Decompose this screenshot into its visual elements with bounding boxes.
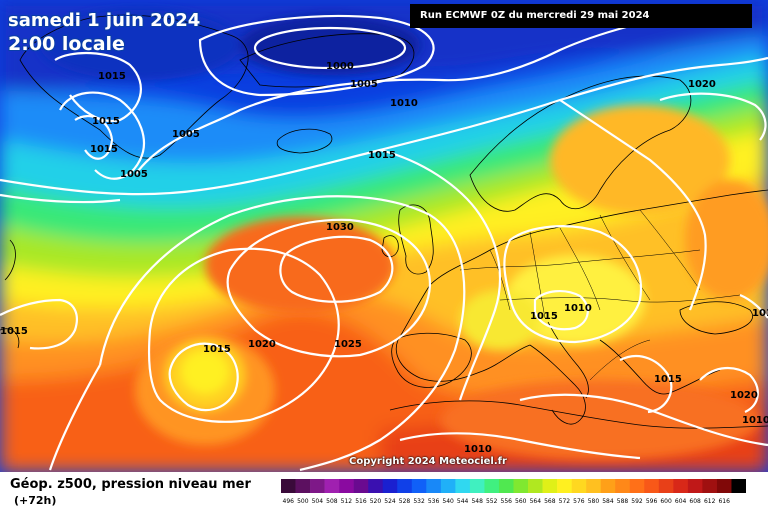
scale-swatch: [353, 479, 369, 493]
scale-tick-label: 584: [602, 498, 614, 505]
scale-swatch: [615, 479, 631, 493]
scale-tick-label: 540: [442, 498, 454, 505]
isobar-label: 1010: [464, 444, 492, 455]
scale-tick-label: 508: [326, 498, 338, 505]
isobar-label: 1015: [654, 374, 682, 385]
isobar-label: 1020: [730, 390, 758, 401]
isobar-label: 1005: [172, 129, 200, 140]
isobars: [0, 8, 768, 472]
scale-tick-label: 596: [646, 498, 658, 505]
scale-tick-label: 496: [283, 498, 295, 505]
scale-swatch: [644, 479, 660, 493]
isobar-label: 1020: [688, 79, 716, 90]
scale-tick-label: 532: [413, 498, 425, 505]
scale-swatch: [571, 479, 587, 493]
isobar-label: 1010: [564, 303, 592, 314]
isobar-label: 1010: [390, 98, 418, 109]
scale-swatch: [629, 479, 645, 493]
scale-tick-label: 504: [312, 498, 324, 505]
forecast-date: samedi 1 juin 2024: [8, 10, 201, 31]
scale-tick-label: 536: [428, 498, 440, 505]
isobar-label: 1015: [530, 311, 558, 322]
scale-tick-label: 576: [573, 498, 585, 505]
scale-tick-label: 512: [341, 498, 353, 505]
z500-colour-field: [0, 0, 768, 472]
scale-tick-label: 612: [704, 498, 716, 505]
scale-swatch: [382, 479, 398, 493]
legend-title: Géop. z500, pression niveau mer: [10, 477, 251, 492]
scale-swatch: [513, 479, 529, 493]
scale-swatch: [281, 479, 296, 493]
isobar-label: 1015: [752, 308, 768, 319]
scale-tick-label: 556: [501, 498, 513, 505]
scale-tick-label: 616: [718, 498, 730, 505]
scale-swatch: [687, 479, 703, 493]
scale-swatch: [368, 479, 384, 493]
isobar-label: 1015: [0, 326, 28, 337]
colour-scale: 496 500 504 508 512 516 520 524 528 532 536 540 544 5…: [281, 479, 746, 505]
isobar-label: 1030: [326, 222, 354, 233]
scale-tick-label: 568: [544, 498, 556, 505]
scale-swatch: [586, 479, 601, 493]
scale-swatch: [600, 479, 616, 493]
isobar-label: 1015: [203, 344, 231, 355]
scale-tick-label: 592: [631, 498, 643, 505]
scale-swatch: [731, 479, 746, 493]
scale-swatch: [716, 479, 732, 493]
scale-swatch: [702, 479, 718, 493]
scale-swatch: [310, 479, 325, 493]
scale-tick-label: 608: [689, 498, 701, 505]
scale-swatch: [673, 479, 689, 493]
copyright-text: Copyright 2024 Meteociel.fr: [349, 456, 507, 467]
isobar-label: 1005: [350, 79, 378, 90]
scale-swatch: [411, 479, 427, 493]
scale-swatch: [484, 479, 500, 493]
isobar-label: 1025: [334, 339, 362, 350]
model-run-label: Run ECMWF 0Z du mercredi 29 mai 2024: [410, 4, 752, 28]
isobar-label: 1005: [120, 169, 148, 180]
scale-swatch: [528, 479, 543, 493]
scale-swatch: [295, 479, 311, 493]
scale-tick-label: 572: [559, 498, 571, 505]
isobar-label: 1020: [248, 339, 276, 350]
isobar-label: 1015: [368, 150, 396, 161]
scale-tick-label: 548: [471, 498, 483, 505]
scale-swatch: [440, 479, 456, 493]
isobar-label: 1015: [90, 144, 118, 155]
isobar-label: 1010: [742, 415, 768, 426]
scale-tick-label: 588: [617, 498, 629, 505]
scale-tick-label: 564: [530, 498, 542, 505]
scale-tick-label: 516: [355, 498, 367, 505]
isobar-labels: 1015 1015 1015 1005 1005 1000 1005 1010 …: [0, 61, 768, 455]
scale-swatch: [324, 479, 340, 493]
scale-tick-label: 500: [297, 498, 309, 505]
scale-tick-label: 528: [399, 498, 411, 505]
scale-swatch: [397, 479, 413, 493]
scale-swatch: [498, 479, 514, 493]
scale-swatch: [426, 479, 442, 493]
scale-tick-label: 580: [588, 498, 600, 505]
legend-subtitle: (+72h): [14, 494, 57, 507]
isobar-label: 1015: [92, 116, 120, 127]
scale-tick-label: 520: [370, 498, 382, 505]
scale-swatch: [658, 479, 674, 493]
scale-swatch: [557, 479, 572, 493]
scale-swatch: [339, 479, 354, 493]
scale-tick-label: 604: [675, 498, 687, 505]
scale-tick-label: 552: [486, 498, 498, 505]
isobar-label: 1015: [98, 71, 126, 82]
legend-area: Géop. z500, pression niveau mer (+72h) 4…: [0, 472, 768, 512]
scale-tick-label: 524: [384, 498, 396, 505]
geopotential-map: 1015 1015 1015 1005 1005 1000 1005 1010 …: [0, 0, 768, 472]
scale-tick-label: 560: [515, 498, 527, 505]
isobar-label: 1000: [326, 61, 354, 72]
scale-tick-label: 544: [457, 498, 469, 505]
scale-swatch: [455, 479, 471, 493]
scale-swatch: [469, 479, 485, 493]
forecast-local-time: 2:00 locale: [8, 33, 125, 55]
scale-swatch: [542, 479, 558, 493]
scale-tick-label: 600: [660, 498, 672, 505]
